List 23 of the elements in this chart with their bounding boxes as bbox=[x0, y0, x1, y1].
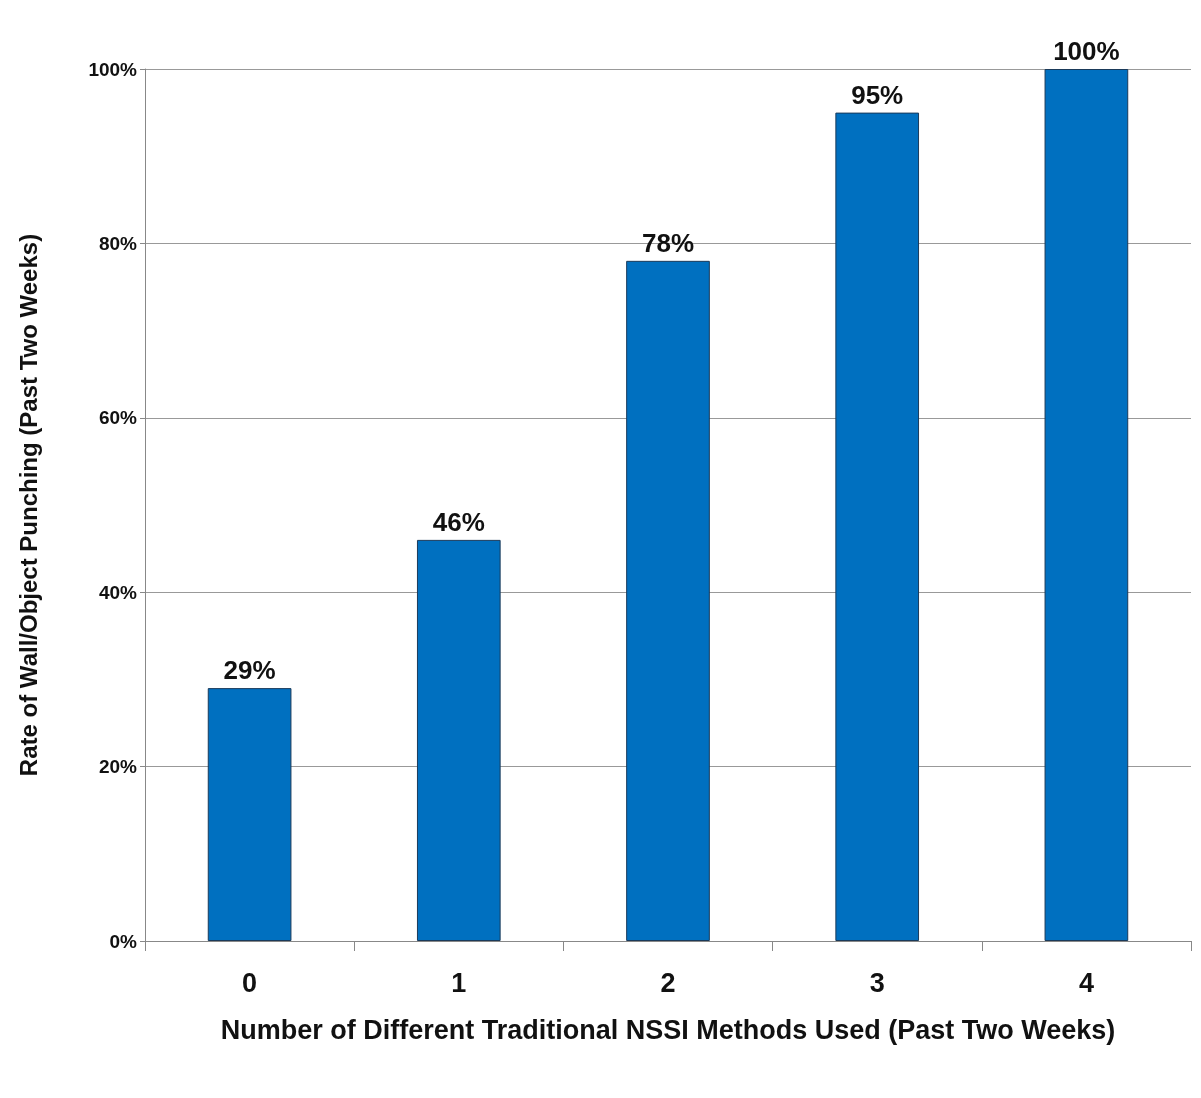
bar bbox=[207, 688, 292, 941]
data-label: 95% bbox=[851, 79, 904, 110]
bar bbox=[835, 112, 920, 941]
y-axis-title: Rate of Wall/Object Punching (Past Two Weeks) bbox=[14, 233, 42, 777]
x-tick-label: 0 bbox=[242, 967, 258, 998]
y-tick-label: 80% bbox=[98, 232, 138, 254]
bar bbox=[416, 539, 501, 941]
data-label: 100% bbox=[1053, 36, 1120, 66]
x-tick-label: 1 bbox=[451, 967, 467, 998]
y-tick-label: 100% bbox=[88, 58, 138, 80]
x-axis-title: Number of Different Traditional NSSI Methods Used (Past Two Weeks) bbox=[220, 1014, 1116, 1045]
data-label: 29% bbox=[223, 655, 276, 686]
data-label: 78% bbox=[641, 227, 695, 258]
y-tick-label: 60% bbox=[98, 407, 138, 429]
y-tick-label: 0% bbox=[109, 930, 138, 952]
y-tick-label: 40% bbox=[98, 581, 138, 603]
bar bbox=[1044, 69, 1129, 941]
x-tick-label: 2 bbox=[660, 967, 676, 998]
x-tick-label: 3 bbox=[869, 967, 885, 998]
data-label: 46% bbox=[432, 506, 485, 537]
y-tick-label: 20% bbox=[98, 756, 138, 778]
bar bbox=[626, 260, 710, 941]
x-tick-label: 4 bbox=[1078, 967, 1094, 998]
